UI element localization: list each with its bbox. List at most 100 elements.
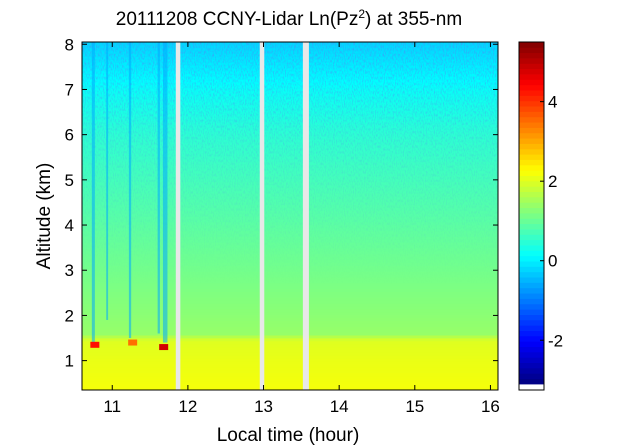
- colorbar-segment: [519, 175, 544, 182]
- y-tick-label: 5: [65, 171, 74, 190]
- colorbar-segment: [519, 229, 544, 235]
- signal-streak: [91, 42, 95, 343]
- y-axis: 1 2 3 4 5 6 7 8: [65, 35, 498, 371]
- colorbar-segment: [519, 42, 544, 48]
- colorbar-segment: [519, 47, 544, 54]
- colorbar-segment: [519, 213, 544, 219]
- colorbar-segment: [519, 138, 544, 144]
- x-tick-label: 15: [405, 397, 424, 416]
- colorbar-segment: [519, 351, 544, 358]
- data-gap: [302, 42, 309, 390]
- colorbar-segment: [519, 106, 544, 112]
- colorbar-segment: [519, 68, 544, 75]
- colorbar-segment: [519, 223, 544, 230]
- colorbar-segment: [519, 330, 544, 337]
- colorbar-segment: [519, 127, 544, 134]
- colorbar-segment: [519, 250, 544, 257]
- colorbar-segment: [519, 266, 544, 273]
- y-tick-label: 2: [65, 306, 74, 325]
- colorbar-segment: [519, 234, 544, 241]
- x-axis: 11 12 13 14 15 16: [103, 42, 500, 416]
- signal-streak: [106, 42, 109, 320]
- colorbar-segment: [519, 346, 544, 353]
- colorbar-segment: [519, 159, 544, 166]
- colorbar-segment: [519, 245, 544, 251]
- colorbar-segment: [519, 148, 544, 155]
- colorbar-segment: [519, 325, 544, 331]
- colorbar-segment: [519, 154, 544, 160]
- colorbar-frame: [518, 41, 545, 391]
- colorbar-segment: [519, 367, 544, 374]
- x-tick-label: 16: [481, 397, 500, 416]
- colorbar-segment: [519, 100, 544, 107]
- colorbar-segment: [519, 271, 544, 278]
- colorbar-segment: [519, 303, 544, 310]
- signal-streak: [162, 42, 168, 343]
- colorbar-segment: [519, 143, 544, 150]
- colorbar-segment: [519, 373, 544, 380]
- colorbar-segment: [519, 196, 544, 203]
- colorbar-segment: [519, 287, 544, 294]
- colorbar-segment: [519, 164, 544, 171]
- colorbar-segment: [519, 63, 544, 70]
- colorbar-segment: [519, 180, 544, 187]
- cloud-streaks: [90, 42, 169, 351]
- colorbar-segment: [519, 255, 544, 262]
- y-axis-label: Altitude (km): [34, 163, 55, 270]
- y-tick-label: 8: [65, 35, 74, 54]
- y-tick-label: 1: [65, 352, 74, 371]
- colorbar-segment: [519, 357, 544, 364]
- colorbar-segment: [519, 122, 544, 128]
- colorbar-tick-label: 4: [548, 93, 557, 112]
- colorbar-segment: [519, 207, 544, 214]
- cloud-marker: [128, 339, 138, 346]
- colorbar-tick-label: 2: [548, 172, 557, 191]
- colorbar-segment: [519, 84, 544, 91]
- colorbar-segment: [519, 52, 544, 59]
- colorbar-segment: [519, 277, 544, 283]
- colorbar-segment: [519, 58, 544, 64]
- colorbar-segment: [519, 314, 544, 321]
- y-tick-label: 6: [65, 126, 74, 145]
- chart-title: 20111208 CCNY-Lidar Ln(Pz2) at 355-nm: [116, 7, 462, 30]
- x-tick-label: 12: [178, 397, 197, 416]
- colorbar-segment: [519, 335, 544, 342]
- colorbar-segment: [519, 319, 544, 326]
- colorbar-segment: [519, 261, 544, 267]
- data-gaps: [175, 42, 309, 390]
- x-axis-label: Local time (hour): [217, 425, 360, 446]
- colorbar-segment: [519, 79, 544, 86]
- noise-texture: [82, 42, 498, 390]
- cloud-marker: [159, 344, 169, 351]
- colorbar-segment: [519, 170, 544, 176]
- y-tick-label: 3: [65, 261, 74, 280]
- colorbar-tick-label: -2: [548, 331, 563, 350]
- colorbar-segment: [519, 202, 544, 209]
- colorbar-segment: [519, 95, 544, 102]
- colorbar-segment: [519, 132, 544, 139]
- colorbar-segment: [519, 239, 544, 246]
- colorbar-segment: [519, 298, 544, 305]
- x-tick-label: 14: [330, 397, 349, 416]
- colorbar-segment: [519, 90, 544, 96]
- colorbar-segment: [519, 378, 544, 385]
- colorbar: -2 0 2 4: [518, 41, 563, 391]
- plot-area: [82, 42, 498, 390]
- data-gap: [259, 42, 265, 390]
- colorbar-tick-label: 0: [548, 252, 557, 271]
- colorbar-segment: [519, 116, 544, 123]
- x-tick-label: 13: [254, 397, 273, 416]
- colorbar-segment: [519, 191, 544, 198]
- y-tick-label: 4: [65, 216, 74, 235]
- colorbar-segment: [519, 293, 544, 299]
- colorbar-segment: [519, 74, 544, 80]
- plot-frame: [81, 41, 499, 391]
- colorbar-segment: [519, 111, 544, 118]
- colorbar-segment: [519, 186, 544, 193]
- colorbar-segment: [519, 282, 544, 289]
- x-tick-label: 11: [103, 397, 121, 416]
- colorbar-segment: [519, 218, 544, 225]
- data-gap: [175, 42, 181, 390]
- y-tick-label: 7: [65, 80, 74, 99]
